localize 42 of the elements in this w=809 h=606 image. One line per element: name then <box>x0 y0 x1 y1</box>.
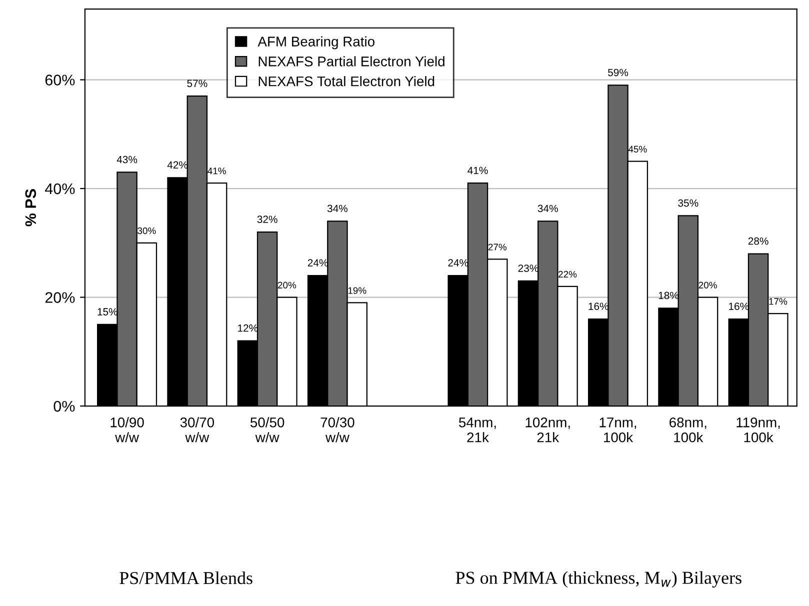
x-tick-label: 10/90 w/w <box>110 417 144 442</box>
data-label: 27% <box>488 244 506 250</box>
text: PS/PMMA Blends <box>120 571 252 584</box>
data-label: 34% <box>538 204 558 212</box>
data-label: 12% <box>238 324 258 332</box>
x-tick-label: 50/50 w/w <box>250 417 284 442</box>
data-label: 23% <box>518 264 538 272</box>
y-axis-title: % PS <box>25 189 36 226</box>
data-label: 19% <box>348 287 366 294</box>
x-tick-label: 17nm, 100k <box>600 418 636 442</box>
data-label: 28% <box>748 237 768 245</box>
data-label: 32% <box>257 216 278 224</box>
data-label: 34% <box>327 204 348 212</box>
x-tick-label: 119nm, 100k <box>736 418 780 442</box>
y-tick-label: 60% <box>45 74 75 86</box>
x-tick-label: 54nm, 21k <box>458 418 496 442</box>
data-label: 57% <box>187 80 208 88</box>
text: PS on PMMA (thickness, M$_{w}$) Bilayers <box>456 571 742 588</box>
data-label: 41% <box>468 166 488 174</box>
legend-label: NEXAFS Total Electron Yield <box>258 76 434 86</box>
legend-label: NEXAFS Partial Electron Yield <box>258 56 444 66</box>
data-label: 35% <box>678 199 698 207</box>
data-label: 17% <box>769 298 788 305</box>
x-tick-label: 102nm, 21k <box>526 418 570 442</box>
data-label: 16% <box>729 302 749 310</box>
x-tick-label: 70/30 w/w <box>320 417 354 442</box>
data-label: 22% <box>558 270 577 278</box>
legend-label: AFM Bearing Ratio <box>258 36 374 50</box>
data-label: 20% <box>698 282 717 288</box>
data-label: 18% <box>658 292 679 300</box>
data-label: 30% <box>138 227 156 234</box>
x-tick-label: 68nm, 100k <box>670 418 706 442</box>
data-label: 20% <box>278 282 296 288</box>
data-label: 59% <box>608 68 628 76</box>
data-label: 24% <box>448 259 468 266</box>
x-tick-label: 30/70 w/w <box>180 417 214 442</box>
data-label: 42% <box>167 161 188 169</box>
data-label: 43% <box>116 156 138 164</box>
y-tick-label: 40% <box>44 183 75 194</box>
y-tick-label: 0% <box>54 400 75 412</box>
y-tick-label: 20% <box>45 292 75 303</box>
data-label: 41% <box>208 168 226 174</box>
